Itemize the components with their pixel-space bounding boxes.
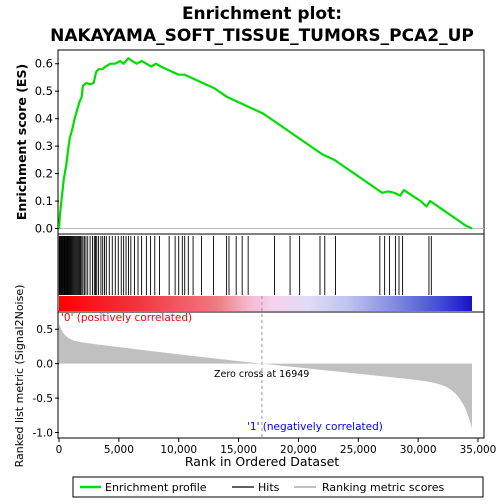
es-y-tick-label: 0.2 [35, 167, 53, 181]
legend-profile-label: Enrichment profile [105, 481, 207, 494]
x-tick-label: 20,000 [280, 444, 317, 456]
es-y-axis: 0.0 0.1 0.2 0.3 0.4 0.5 0.6 [35, 57, 59, 236]
metric-y-tick-label: -0.5 [33, 393, 54, 405]
enrichment-profile-line [57, 57, 473, 230]
legend-hits-label: Hits [258, 481, 280, 494]
legend-ranking-label: Ranking metric scores [322, 481, 444, 494]
x-tick-label: 5,000 [104, 444, 134, 456]
es-panel-frame [57, 49, 485, 235]
es-y-tick-label: 0.0 [35, 222, 53, 236]
es-y-tick-label: 0.3 [35, 139, 53, 153]
x-axis: 0 5,000 10,000 15,000 20,000 25,000 30,000 35,0… [56, 438, 497, 456]
ranking-metric-series [59, 323, 472, 429]
es-y-tick-label: 0.1 [35, 194, 53, 208]
es-y-axis-label: Enrichment score (ES) [14, 64, 29, 220]
rank-color-bar [59, 296, 472, 311]
zero-cross-label: Zero cross at 16949 [214, 369, 309, 380]
x-tick-label: 25,000 [340, 444, 377, 456]
x-axis-label: Rank in Ordered Dataset [185, 454, 339, 469]
metric-y-tick-label: -1.0 [33, 427, 54, 439]
metric-y-axis-label: Ranked list metric (Signal2Noise) [13, 285, 26, 468]
x-tick-label: 30,000 [400, 444, 437, 456]
positive-correlation-label: '0' (positively correlated) [61, 312, 192, 324]
chart-title-line2: NAKAYAMA_SOFT_TISSUE_TUMORS_PCA2_UP [50, 26, 474, 46]
enrichment-profile-series [57, 57, 473, 230]
es-y-tick-label: 0.5 [35, 84, 53, 98]
metric-y-tick-label: 0.5 [36, 324, 53, 336]
x-tick-label: 35,000 [460, 444, 497, 456]
legend-box [72, 476, 484, 498]
ranking-metric-area [59, 323, 472, 429]
hits-series [58, 236, 432, 295]
negative-correlation-label: '1' (negatively correlated) [247, 421, 383, 433]
chart-title-line1: Enrichment plot: [182, 4, 342, 24]
es-y-tick-label: 0.6 [35, 57, 53, 71]
metric-y-axis: 0.5 0.0 -0.5 -1.0 [33, 324, 59, 439]
x-tick-label: 15,000 [220, 444, 257, 456]
x-tick-label: 0 [56, 444, 63, 456]
es-y-tick-label: 0.4 [35, 112, 53, 126]
x-tick-label: 10,000 [160, 444, 197, 456]
metric-y-tick-label: 0.0 [36, 359, 53, 371]
